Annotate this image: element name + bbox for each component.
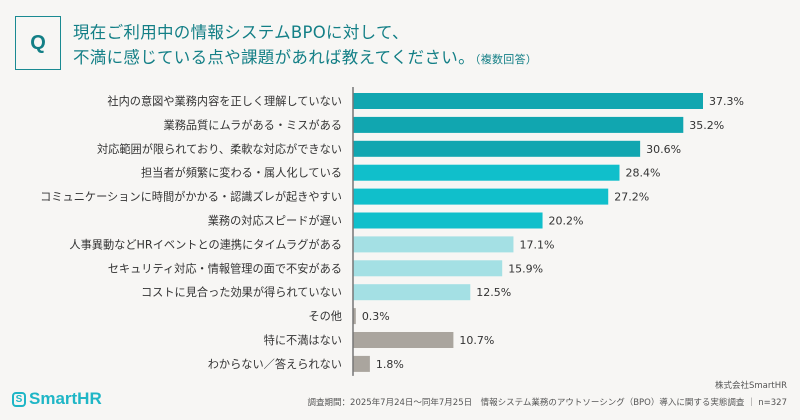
value-label: 15.9% <box>508 262 543 275</box>
page-title: 現在ご利用中の情報システムBPOに対して、 不満に感じている点や課題があれば教え… <box>73 20 537 72</box>
bar <box>353 93 703 109</box>
bar <box>353 188 609 205</box>
category-label: 社内の意図や業務内容を正しく理解していない <box>107 94 342 108</box>
logo-mark-icon: S <box>12 391 26 407</box>
smarthr-logo: S SmartHR <box>12 389 102 409</box>
value-label: 20.2% <box>549 215 584 228</box>
category-label: コミュニケーションに時間がかかる・認識ズレが起きやすい <box>40 190 342 204</box>
bar <box>353 236 514 253</box>
bar <box>353 308 356 325</box>
logo-text: SmartHR <box>29 389 102 408</box>
category-label: その他 <box>308 310 342 323</box>
bar <box>353 164 620 181</box>
value-label: 12.5% <box>476 286 511 299</box>
bar <box>353 260 503 277</box>
title-note: （複数回答） <box>474 53 538 66</box>
value-label: 17.1% <box>519 238 554 251</box>
value-label: 28.4% <box>625 167 660 180</box>
value-label: 35.2% <box>689 119 724 132</box>
value-label: 1.8% <box>376 358 404 371</box>
bar <box>353 140 641 157</box>
bar <box>353 116 684 133</box>
category-label: コストに見合った効果が得られていない <box>141 285 342 299</box>
bar <box>353 332 454 348</box>
survey-source: 調査期間：2025年7月24日〜同年7月25日 情報システム業務のアウトソーシン… <box>307 398 787 408</box>
category-label: 業務品質にムラがある・ミスがある <box>164 118 342 132</box>
category-label: 人事異動などHRイベントとの連携にタイムラグがある <box>69 237 342 251</box>
value-label: 27.2% <box>614 191 649 204</box>
category-label: セキュリティ対応・情報管理の面で不安がある <box>108 261 342 275</box>
value-label: 30.6% <box>646 143 681 156</box>
question-label: Q <box>30 31 46 54</box>
bar <box>353 284 471 301</box>
company-name: 株式会社SmartHR <box>714 381 787 391</box>
category-label: わからない／答えられない <box>208 357 342 371</box>
question-badge: Q <box>15 16 61 70</box>
bar <box>353 355 370 372</box>
title-line-1: 現在ご利用中の情報システムBPOに対して、 <box>73 23 409 42</box>
value-label: 0.3% <box>362 310 390 323</box>
category-label: 対応範囲が限られており、柔軟な対応ができない <box>97 142 342 156</box>
title-line-2: 不満に感じている点や課題があれば教えてください。 <box>73 48 475 67</box>
category-label: 業務の対応スピードが遅い <box>208 214 342 228</box>
category-label: 担当者が頻繁に変わる・属人化している <box>141 166 342 180</box>
value-label: 37.3% <box>709 95 744 108</box>
category-label: 特に不満はない <box>264 333 342 347</box>
bar <box>353 212 543 229</box>
value-label: 10.7% <box>459 334 494 347</box>
